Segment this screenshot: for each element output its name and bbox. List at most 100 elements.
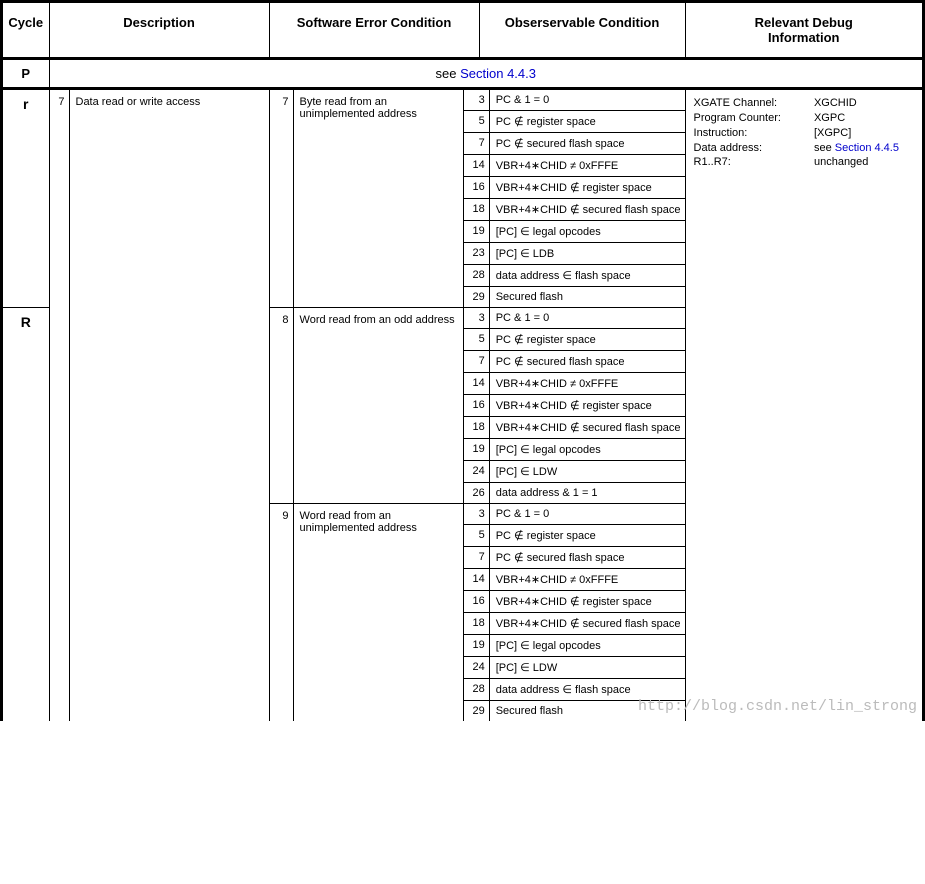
debug-key: R1..R7:: [694, 155, 796, 170]
header-row: Cycle Description Software Error Conditi…: [3, 3, 922, 59]
obs-list: 3PC & 1 = 05PC ∉ register space7PC ∉ sec…: [464, 504, 685, 721]
obs-text: data address ∈ flash space: [490, 679, 685, 700]
debug-val: XGPC: [814, 111, 914, 126]
obs-row: 28data address ∈ flash space: [464, 679, 685, 701]
obs-text: VBR+4∗CHID ∉ register space: [490, 177, 685, 198]
obs-text: data address & 1 = 1: [490, 483, 685, 503]
obs-row: 3PC & 1 = 0: [464, 308, 685, 329]
obs-num: 26: [464, 483, 490, 503]
obs-row: 29Secured flash: [464, 701, 685, 721]
obs-row: 14VBR+4∗CHID ≠ 0xFFFE: [464, 373, 685, 395]
obs-text: [PC] ∈ LDW: [490, 461, 685, 482]
obs-row: 16VBR+4∗CHID ∉ register space: [464, 395, 685, 417]
obs-text: PC ∉ secured flash space: [490, 351, 685, 372]
obs-text: PC ∉ secured flash space: [490, 133, 685, 154]
obs-num: 3: [464, 504, 490, 524]
obs-num: 3: [464, 308, 490, 328]
obs-row: 16VBR+4∗CHID ∉ register space: [464, 591, 685, 613]
debug-table: Cycle Description Software Error Conditi…: [3, 3, 922, 721]
obs-text: VBR+4∗CHID ≠ 0xFFFE: [490, 155, 685, 176]
obs-text: [PC] ∈ LDB: [490, 243, 685, 264]
main-row: rR 7 Data read or write access 7 Byte rea…: [3, 89, 922, 722]
obs-row: 26data address & 1 = 1: [464, 483, 685, 503]
desc-num: 7: [49, 89, 69, 722]
obs-num: 28: [464, 679, 490, 700]
debug-key: Instruction:: [694, 126, 796, 141]
obs-num: 16: [464, 177, 490, 198]
obs-text: VBR+4∗CHID ∉ secured flash space: [490, 199, 685, 220]
obs-row: 24[PC] ∈ LDW: [464, 461, 685, 483]
sw-text: Byte read from an unimplemented address: [294, 90, 464, 307]
obs-text: VBR+4∗CHID ∉ register space: [490, 395, 685, 416]
obs-row: 7PC ∉ secured flash space: [464, 547, 685, 569]
obs-row: 19[PC] ∈ legal opcodes: [464, 439, 685, 461]
cycle-column: rR: [3, 89, 49, 722]
desc-text: Data read or write access: [69, 89, 269, 722]
obs-row: 7PC ∉ secured flash space: [464, 351, 685, 373]
debug-val: [XGPC]: [814, 126, 914, 141]
obs-num: 14: [464, 569, 490, 590]
obs-num: 7: [464, 351, 490, 372]
obs-text: Secured flash: [490, 701, 685, 721]
obs-row: 5PC ∉ register space: [464, 525, 685, 547]
hdr-description: Description: [49, 3, 269, 59]
debug-val-prefix: see: [814, 142, 835, 154]
table-frame: Cycle Description Software Error Conditi…: [0, 0, 925, 721]
obs-row: 24[PC] ∈ LDW: [464, 657, 685, 679]
obs-num: 5: [464, 329, 490, 350]
obs-num: 29: [464, 701, 490, 721]
obs-num: 5: [464, 111, 490, 132]
hdr-cycle: Cycle: [3, 3, 49, 59]
obs-text: [PC] ∈ legal opcodes: [490, 635, 685, 656]
sw-num: 8: [270, 308, 294, 503]
obs-text: VBR+4∗CHID ∉ secured flash space: [490, 613, 685, 634]
obs-num: 16: [464, 395, 490, 416]
hdr-observable: Obserservable Condition: [479, 3, 685, 59]
row-p-content: see Section 4.4.3: [49, 59, 922, 89]
section-link[interactable]: Section 4.4.5: [835, 142, 899, 154]
obs-row: 28data address ∈ flash space: [464, 265, 685, 287]
obs-text: VBR+4∗CHID ∉ register space: [490, 591, 685, 612]
obs-text: PC ∉ register space: [490, 525, 685, 546]
see-label: see: [436, 66, 461, 81]
obs-num: 19: [464, 635, 490, 656]
obs-row: 23[PC] ∈ LDB: [464, 243, 685, 265]
obs-num: 19: [464, 439, 490, 460]
obs-num: 24: [464, 657, 490, 678]
debug-val: unchanged: [814, 155, 914, 170]
obs-num: 18: [464, 417, 490, 438]
sw-text: Word read from an unimplemented address: [294, 504, 464, 721]
obs-row: 14VBR+4∗CHID ≠ 0xFFFE: [464, 569, 685, 591]
obs-num: 7: [464, 547, 490, 568]
sw-block: 9Word read from an unimplemented address…: [270, 504, 685, 721]
row-p: P see Section 4.4.3: [3, 59, 922, 89]
debug-key: Program Counter:: [694, 111, 796, 126]
hdr-software: Software Error Condition: [269, 3, 479, 59]
obs-num: 28: [464, 265, 490, 286]
debug-key: Data address:: [694, 141, 796, 156]
obs-num: 14: [464, 373, 490, 394]
sw-block: 7Byte read from an unimplemented address…: [270, 90, 685, 308]
obs-num: 18: [464, 613, 490, 634]
obs-row: 14VBR+4∗CHID ≠ 0xFFFE: [464, 155, 685, 177]
obs-text: [PC] ∈ legal opcodes: [490, 439, 685, 460]
obs-row: 19[PC] ∈ legal opcodes: [464, 635, 685, 657]
obs-num: 18: [464, 199, 490, 220]
obs-text: PC & 1 = 0: [490, 308, 685, 328]
obs-num: 5: [464, 525, 490, 546]
obs-num: 23: [464, 243, 490, 264]
obs-row: 7PC ∉ secured flash space: [464, 133, 685, 155]
obs-text: PC & 1 = 0: [490, 90, 685, 110]
obs-text: PC ∉ secured flash space: [490, 547, 685, 568]
obs-text: Secured flash: [490, 287, 685, 307]
hdr-debug: Relevant Debug Information: [685, 3, 922, 59]
sw-obs-column: 7 Byte read from an unimplemented address…: [269, 89, 685, 722]
cycle-p: P: [3, 59, 49, 89]
cycle-R: R: [3, 308, 49, 721]
obs-text: VBR+4∗CHID ≠ 0xFFFE: [490, 373, 685, 394]
obs-row: 18VBR+4∗CHID ∉ secured flash space: [464, 199, 685, 221]
section-link[interactable]: Section 4.4.3: [460, 66, 536, 81]
obs-row: 19[PC] ∈ legal opcodes: [464, 221, 685, 243]
obs-row: 3PC & 1 = 0: [464, 90, 685, 111]
obs-row: 29Secured flash: [464, 287, 685, 307]
